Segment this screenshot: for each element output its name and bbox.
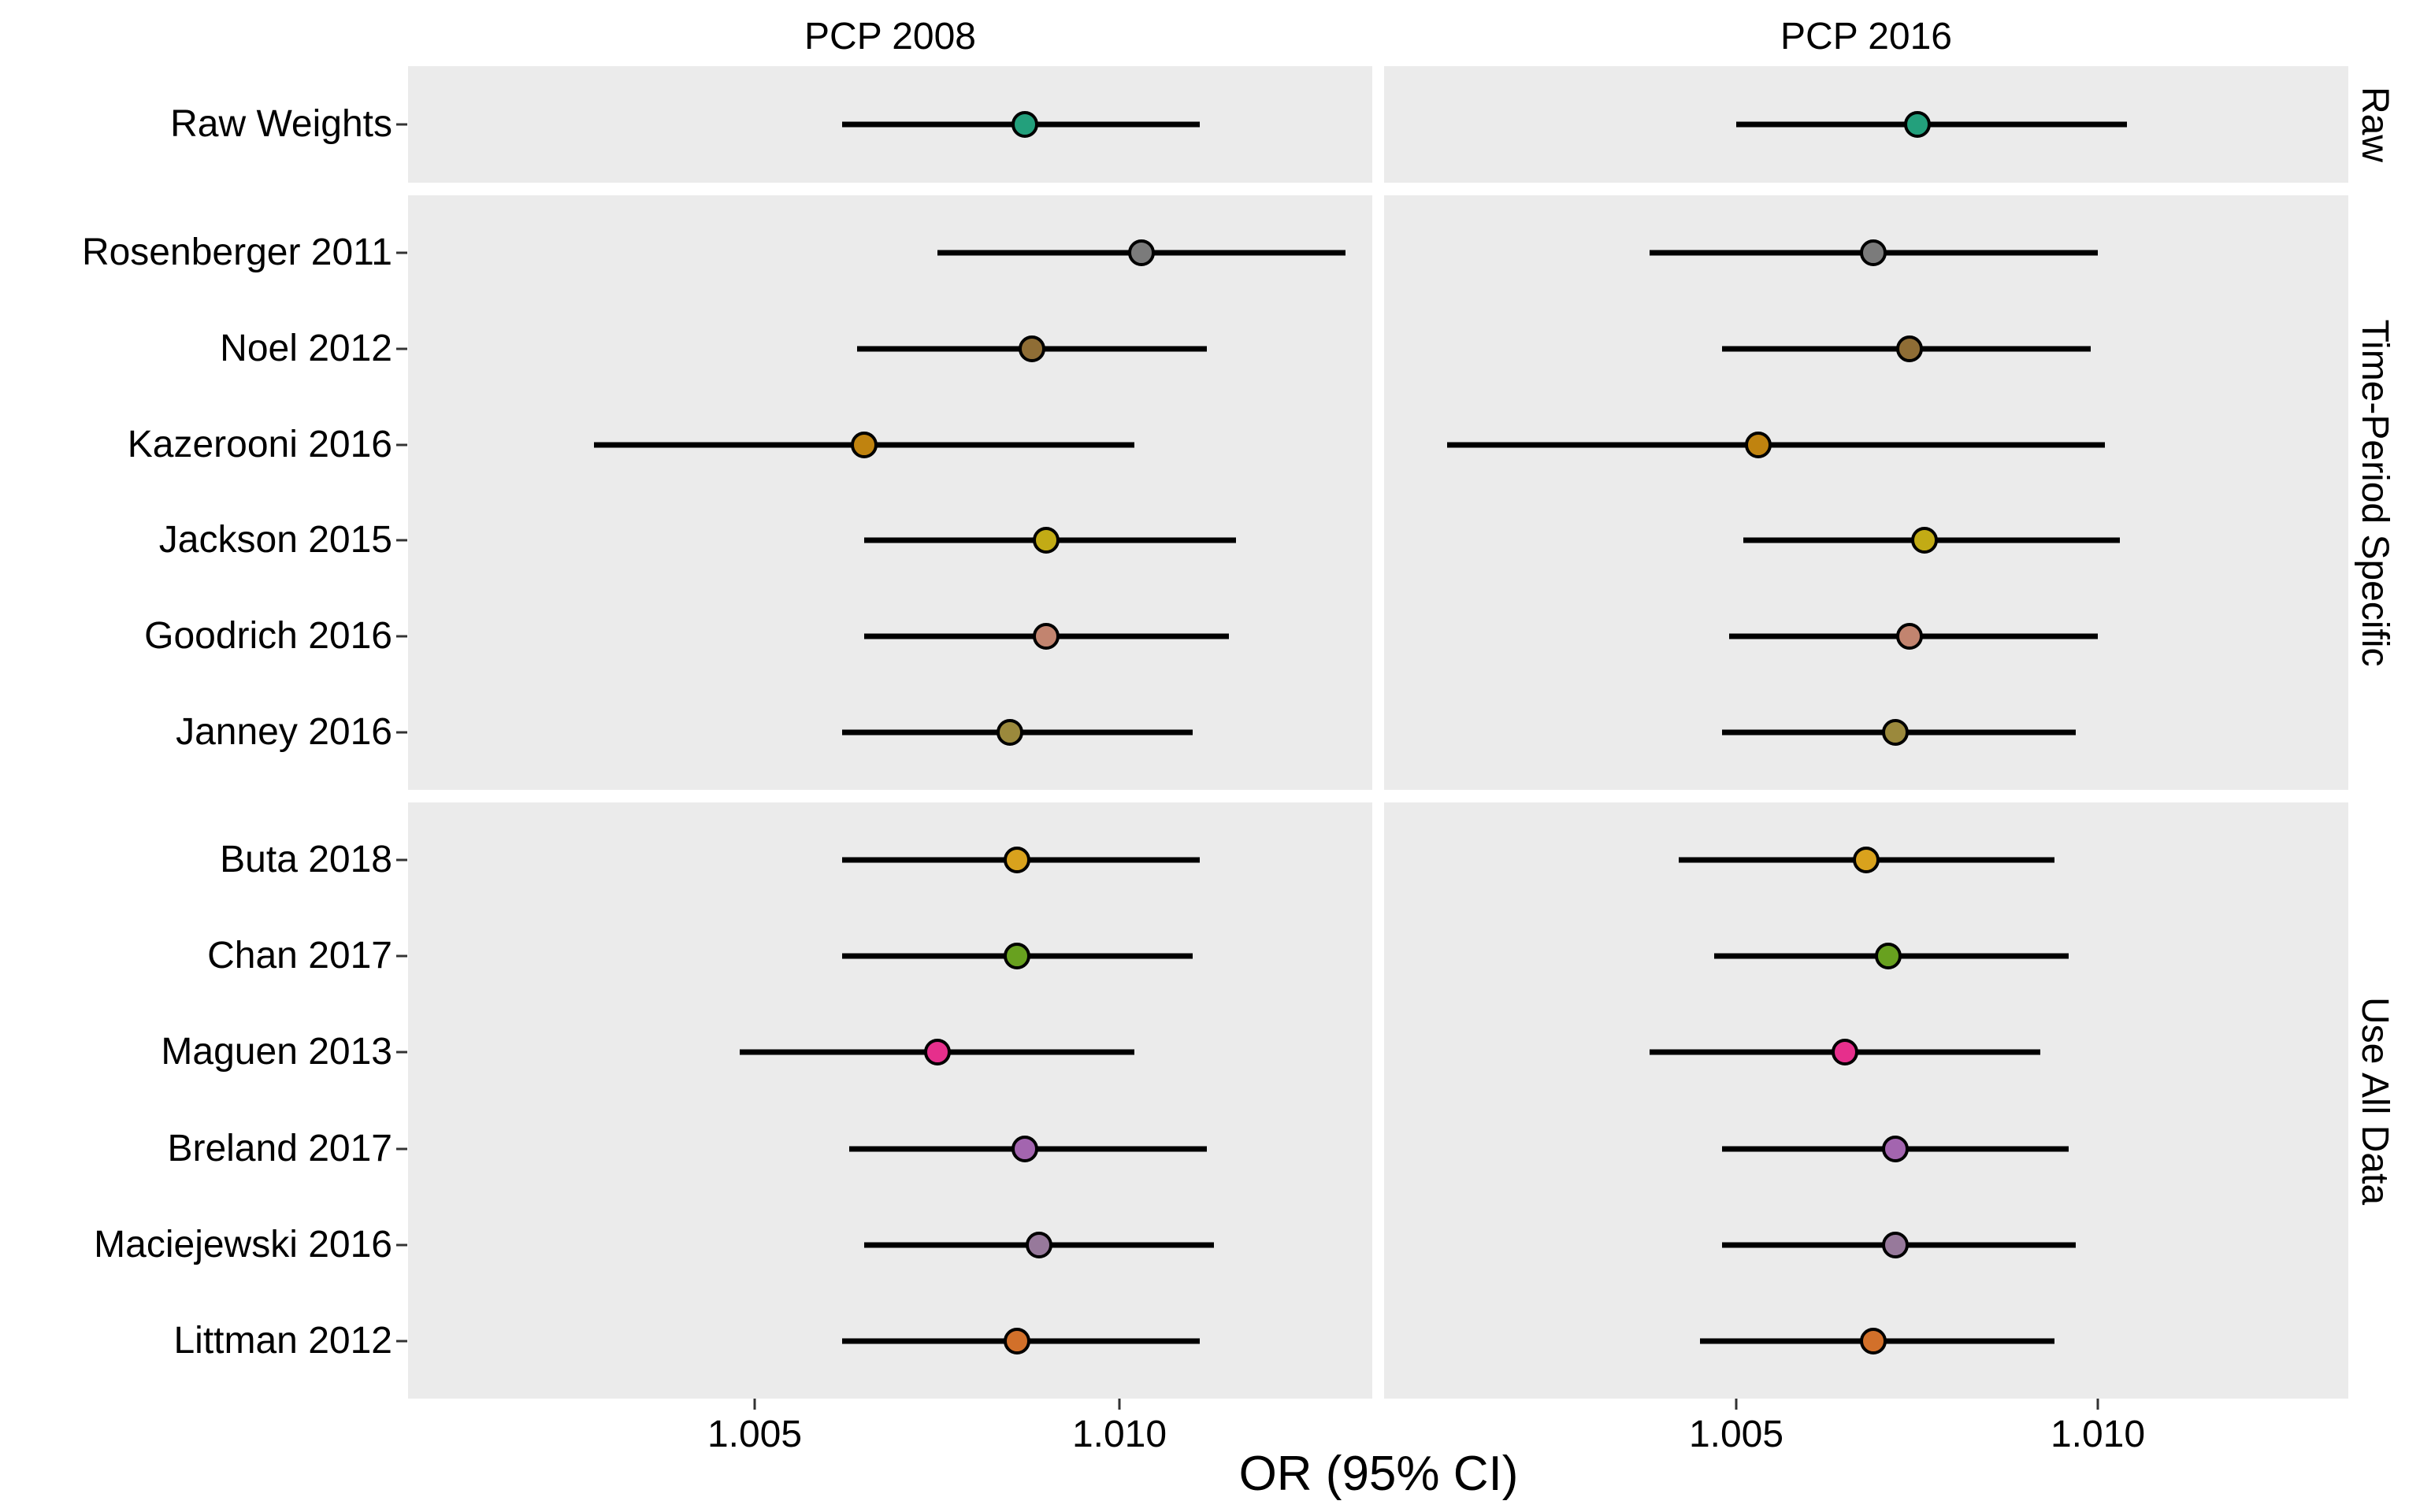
y-axis-label: Noel 2012 [220,327,392,369]
y-axis-tick [396,954,407,958]
y-axis-tick [396,1340,407,1343]
y-axis-tick [396,539,407,542]
or-point [997,718,1024,746]
y-axis-label: Raw Weights [170,103,392,145]
facet-strip-label-raw: Raw [2354,86,2396,163]
or-point [1881,1135,1909,1162]
y-axis-label: Littman 2012 [173,1319,392,1362]
facet-panel-1-col-1 [1384,195,2348,790]
y-axis-label: Breland 2017 [167,1127,392,1169]
ci-line [1446,442,2106,448]
y-axis-label: Maciejewski 2016 [94,1223,392,1266]
y-axis-label: Janney 2016 [176,710,392,753]
y-axis-label: Jackson 2015 [158,519,392,561]
y-axis-tick [396,1147,407,1151]
y-axis-label: Kazerooni 2016 [127,423,392,465]
x-axis-tick [753,1399,756,1410]
y-axis-label: Rosenberger 2011 [81,232,392,274]
or-point [1860,239,1887,267]
or-point [1011,1135,1038,1162]
y-axis-tick [396,635,407,638]
or-point [1881,1231,1909,1258]
x-axis-tick-label: 1.010 [1071,1414,1167,1455]
y-axis-tick [396,858,407,862]
or-point [1026,1231,1053,1258]
or-point [1896,335,1924,362]
or-point [1881,718,1909,746]
y-axis-label: Chan 2017 [207,935,392,977]
or-point [1896,623,1924,650]
y-axis-tick [396,443,407,447]
y-axis-tick [396,1051,407,1054]
or-point [1004,847,1031,874]
panel-title-pcp-2008: PCP 2008 [804,16,976,57]
or-point [1860,1327,1887,1354]
facet-strip-label-use-all-data: Use All Data [2354,996,2396,1206]
or-point [850,431,878,458]
or-point [1831,1039,1858,1066]
x-axis-tick-label: 1.010 [2050,1414,2146,1455]
panel-title-pcp-2016: PCP 2016 [1780,16,1952,57]
y-axis-label: Maguen 2013 [161,1031,392,1073]
x-axis-tick [2096,1399,2099,1410]
or-point [923,1039,951,1066]
x-axis-tick [1118,1399,1121,1410]
ci-line [1736,121,2127,128]
y-axis-tick [396,731,407,734]
y-axis-label: Goodrich 2016 [144,615,392,658]
x-axis-title: OR (95% CI) [1238,1447,1519,1501]
facet-strip-label-time-period-specific: Time-Period Specific [2354,319,2396,667]
facet-panel-1-col-0 [408,195,1372,790]
or-point [1033,623,1060,650]
x-axis-tick-label: 1.005 [1688,1414,1784,1455]
or-point [1033,527,1060,554]
y-axis-tick [396,347,407,350]
y-axis-tick [396,123,407,126]
or-point [1874,943,1902,970]
facet-panel-2-col-0 [408,802,1372,1399]
y-axis-tick [396,251,407,254]
x-axis-tick [1735,1399,1738,1410]
or-point [1903,111,1931,138]
or-point [1853,847,1880,874]
or-point [1744,431,1772,458]
x-axis-tick-label: 1.005 [707,1414,803,1455]
or-point [1004,1327,1031,1354]
y-axis-tick [396,1243,407,1247]
or-point [1011,111,1038,138]
or-point [1910,527,1938,554]
facet-panel-2-col-1 [1384,802,2348,1399]
or-point [1127,239,1155,267]
y-axis-label: Buta 2018 [220,839,392,881]
or-point [1018,335,1045,362]
or-point [1004,943,1031,970]
